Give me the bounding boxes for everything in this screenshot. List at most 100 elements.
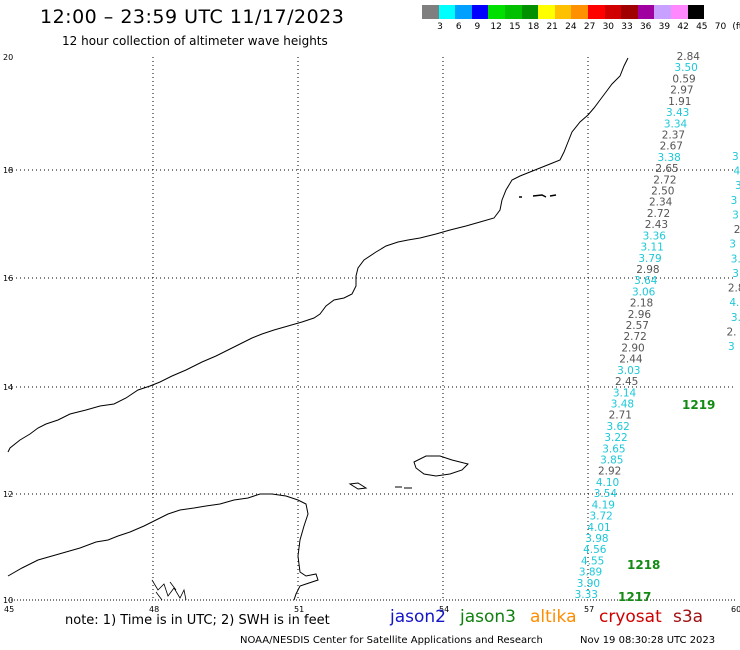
wave-height-value: 4.19 bbox=[592, 499, 615, 511]
legend-swatch bbox=[455, 5, 472, 19]
wave-height-value: 2.50 bbox=[651, 186, 674, 198]
lon-label: 51 bbox=[294, 605, 304, 614]
wave-height-value: 3.38 bbox=[657, 152, 680, 164]
kuria-muria-islands bbox=[519, 194, 557, 198]
wave-height-value: 0.59 bbox=[672, 73, 695, 85]
pass-time-labels: 1219 1218 1217 bbox=[618, 398, 715, 604]
wave-height-value: 3.90 bbox=[577, 578, 600, 590]
wave-height-value: 3.33 bbox=[575, 589, 598, 601]
satellite-cryosat-label: cryosat bbox=[599, 607, 662, 627]
legend-swatch bbox=[670, 5, 688, 19]
legend-swatch bbox=[621, 5, 638, 19]
altimeter-track-edge: 3 4 3 3 3. 2. 3 3. 3.3 2.8 4. 3. 2. 3 bbox=[726, 151, 740, 353]
legend-swatch bbox=[571, 5, 588, 19]
legend-label: 30 bbox=[602, 22, 615, 32]
wave-height-value: 2.57 bbox=[626, 320, 649, 332]
legend-swatch bbox=[587, 5, 605, 19]
wave-height-value: 3.54 bbox=[594, 488, 618, 500]
legend-label: (ft) bbox=[732, 22, 740, 32]
wave-height-value-edge: 3 bbox=[735, 180, 740, 192]
wave-height-value: 3.65 bbox=[602, 443, 625, 455]
lon-label: 57 bbox=[584, 605, 594, 614]
lat-label: 10 bbox=[3, 596, 13, 605]
wave-height-value: 3.72 bbox=[589, 511, 612, 523]
satellite-jason2-label: jason2 bbox=[390, 607, 446, 627]
wave-height-value-edge: 3.3 bbox=[732, 268, 740, 280]
legend-label: 6 bbox=[455, 22, 462, 32]
pass-time-label: 1219 bbox=[682, 398, 715, 412]
arabian-coastline bbox=[7, 57, 629, 453]
wave-height-value: 3.34 bbox=[664, 118, 688, 130]
satellite-altika-label: altika bbox=[530, 607, 577, 627]
pass-time-label: 1217 bbox=[618, 590, 651, 604]
legend-swatch bbox=[654, 5, 671, 19]
wave-height-value: 2.34 bbox=[649, 197, 673, 209]
wave-height-value-edge: 2.8 bbox=[728, 283, 740, 295]
wave-height-value: 2.96 bbox=[628, 309, 652, 321]
wave-height-value: 2.43 bbox=[645, 219, 668, 231]
wave-height-value: 2.71 bbox=[609, 410, 632, 422]
wave-height-value: 2.65 bbox=[655, 163, 678, 175]
legend-swatch bbox=[488, 5, 505, 19]
wave-height-value: 3.89 bbox=[579, 567, 602, 579]
wave-height-value: 4.10 bbox=[596, 477, 619, 489]
legend-label: 36 bbox=[639, 22, 652, 32]
wave-height-value: 2.92 bbox=[598, 466, 621, 478]
wave-height-value: 4.55 bbox=[581, 555, 604, 567]
wave-height-value: 2.98 bbox=[636, 264, 659, 276]
legend-swatch bbox=[637, 5, 655, 19]
wave-height-value: 2.67 bbox=[660, 141, 683, 153]
wave-height-value: 3.11 bbox=[640, 242, 663, 254]
lat-label: 12 bbox=[3, 490, 13, 499]
lon-label: 54 bbox=[439, 605, 449, 614]
wave-height-value: 3.50 bbox=[674, 62, 697, 74]
wave-height-value: 3.79 bbox=[638, 253, 661, 265]
wave-height-value: 3.43 bbox=[666, 107, 689, 119]
legend-label: 21 bbox=[546, 22, 558, 32]
legend-swatch bbox=[604, 5, 622, 19]
wave-height-value: 2.37 bbox=[662, 129, 685, 141]
legend-label: 3 bbox=[437, 22, 443, 32]
wave-height-value: 3.22 bbox=[604, 432, 627, 444]
lat-label: 20 bbox=[3, 53, 13, 62]
satellite-jason3-label: jason3 bbox=[460, 607, 516, 627]
legend-label: 42 bbox=[677, 22, 689, 32]
map-subtitle: 12 hour collection of altimeter wave hei… bbox=[62, 34, 328, 48]
legend-label: 9 bbox=[474, 22, 481, 32]
wave-height-value: 2.72 bbox=[653, 174, 676, 186]
wave-height-value: 4.56 bbox=[583, 544, 607, 556]
wave-height-value: 3.62 bbox=[606, 421, 629, 433]
legend-swatch bbox=[554, 5, 572, 19]
credit-line: NOAA/NESDIS Center for Satellite Applica… bbox=[240, 635, 543, 646]
legend-label: 27 bbox=[583, 22, 596, 32]
wave-height-value: 2.97 bbox=[670, 85, 693, 97]
lon-label: 45 bbox=[4, 605, 14, 614]
wave-height-value-edge: 2. bbox=[726, 326, 736, 338]
wave-height-value-edge: 2. bbox=[734, 224, 740, 236]
wave-height-value: 2.90 bbox=[621, 342, 644, 354]
legend-swatch bbox=[538, 5, 555, 19]
wave-height-value-edge: 3 bbox=[729, 239, 736, 251]
lon-label: 48 bbox=[149, 605, 159, 614]
legend-label: 70 bbox=[714, 22, 727, 32]
wave-height-value: 2.72 bbox=[647, 208, 670, 220]
legend-swatch bbox=[521, 5, 539, 19]
wave-height-value-edge: 3 bbox=[728, 341, 735, 353]
legend-label: 18 bbox=[527, 22, 540, 32]
wave-height-value-edge: 4 bbox=[734, 166, 740, 178]
wave-height-value-edge: 3 bbox=[732, 151, 739, 163]
legend-label: 33 bbox=[621, 22, 633, 32]
legend-label: 39 bbox=[658, 22, 671, 32]
legend-swatch bbox=[422, 5, 439, 19]
legend-swatch bbox=[471, 5, 489, 19]
wave-height-value-edge: 3. bbox=[732, 209, 740, 221]
pass-time-label: 1218 bbox=[627, 558, 660, 572]
wave-height-value: 3.48 bbox=[611, 398, 634, 410]
socotra-island bbox=[413, 455, 469, 477]
wave-height-value-edge: 4. bbox=[729, 297, 739, 309]
legend-swatch bbox=[687, 5, 705, 19]
map-title: 12:00 – 23:59 UTC 11/17/2023 bbox=[40, 6, 345, 28]
lat-label: 16 bbox=[3, 274, 13, 283]
